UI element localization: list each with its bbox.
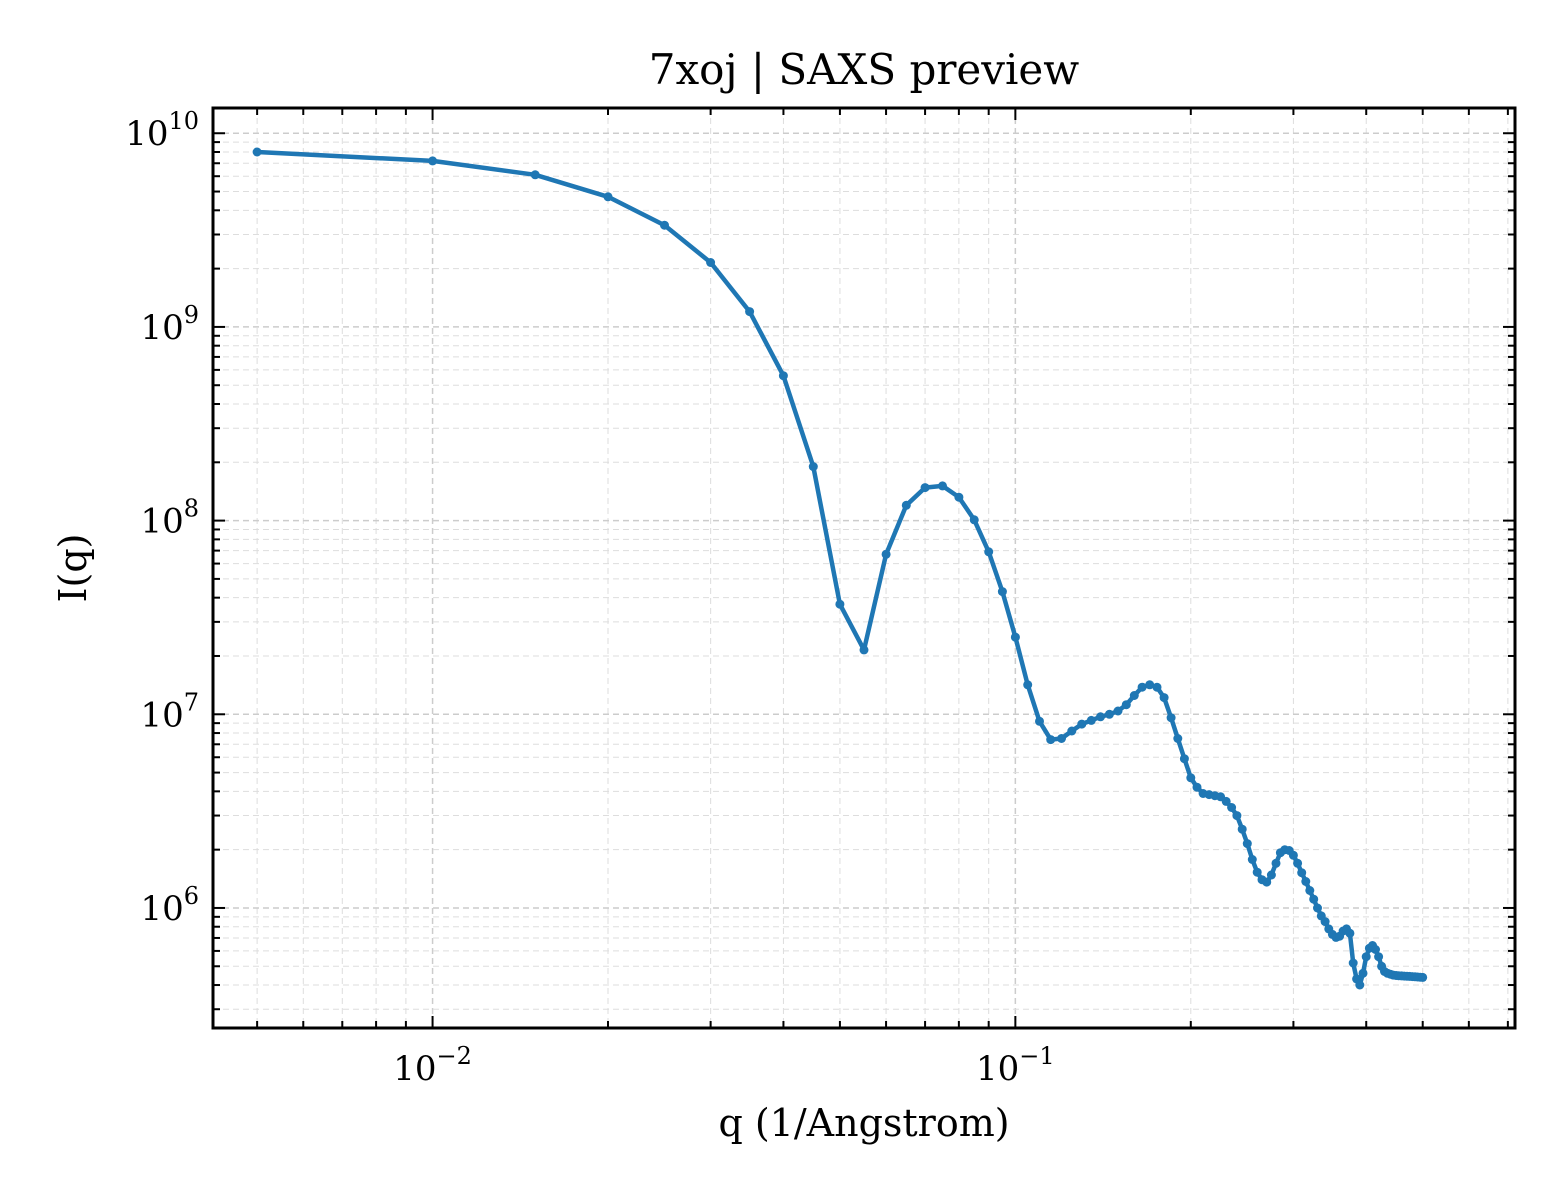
data-point [1046,735,1056,745]
data-point [660,220,669,230]
data-point [1361,952,1371,962]
data-point [1113,706,1123,716]
data-point [1137,682,1147,692]
data-point [997,587,1007,597]
data-point [1266,870,1276,880]
data-point [1355,980,1365,990]
y-tick-label: 108 [140,495,199,542]
data-point [1297,868,1307,878]
data-point [1035,716,1044,726]
data-point [1271,858,1281,868]
data-point [859,645,869,655]
data-point [1358,968,1368,978]
series-layer [252,147,1428,990]
x-tick-label: 10−2 [393,1042,472,1089]
chart-title: 7xoj | SAXS preview [649,45,1080,94]
data-point [938,481,947,491]
data-point [984,547,994,557]
data-point [1237,824,1247,834]
x-axis-title: q (1/Angstrom) [718,1101,1009,1145]
data-point [1121,700,1131,710]
data-point [920,483,930,493]
data-point [1320,917,1330,927]
data-point [1057,734,1066,743]
data-point [1348,958,1358,968]
data-point [1067,726,1077,736]
data-point [1166,713,1176,723]
data-point [1232,811,1242,821]
data-point [954,492,964,502]
data-point [428,156,438,166]
y-tick-label: 106 [140,882,199,929]
data-point [1104,709,1114,719]
data-point [603,192,613,202]
data-point [1313,903,1322,913]
data-point [778,371,788,381]
data-point [1262,877,1272,887]
data-point [1305,886,1315,895]
y-tick-label: 107 [140,688,199,735]
data-point [1192,782,1202,792]
y-axis-title: I(q) [51,534,95,603]
data-point [1227,803,1237,812]
data-point [808,462,818,472]
data-point [1173,734,1183,743]
data-point [1418,972,1428,982]
data-point [881,549,891,559]
data-point [1293,858,1303,868]
data-point [1086,715,1096,725]
data-point [1288,850,1298,860]
data-point [1129,691,1139,700]
y-tick-label: 1010 [125,107,199,154]
data-point [1159,693,1169,703]
data-point [1301,877,1311,886]
data-point [835,599,845,609]
data-point [901,500,911,510]
data-point [1309,894,1319,904]
data-point [1221,796,1231,806]
data-point [1096,712,1105,722]
data-point [1374,952,1384,962]
data-point [1252,867,1262,877]
data-point [1345,928,1355,938]
x-tick-label: 10−1 [976,1042,1055,1089]
data-point [1023,680,1033,690]
data-point [706,258,716,267]
y-tick-label: 109 [140,301,199,348]
grid [213,108,1515,1028]
data-point [1010,632,1020,642]
data-point [1186,773,1196,783]
data-point [1152,682,1162,692]
data-point [1242,839,1252,849]
data-point [1077,719,1087,729]
data-point [530,170,540,180]
data-point [745,307,755,317]
data-point [1371,945,1380,954]
data-point [252,147,262,157]
plot-frame [211,106,1517,1030]
data-point [1145,680,1155,690]
data-point [1247,855,1257,864]
data-point [969,515,979,525]
ticks: 10−2 10−1 106 107 108 109 1010 [125,107,1515,1089]
data-point [1179,754,1189,764]
